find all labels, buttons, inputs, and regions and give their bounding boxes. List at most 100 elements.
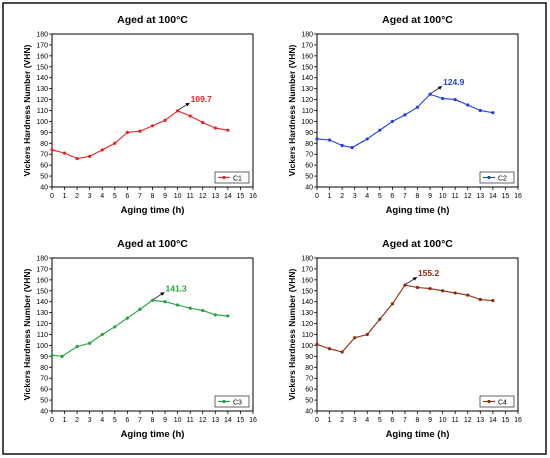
data-point <box>50 353 54 357</box>
y-tick-label: 40 <box>40 409 48 416</box>
x-tick-label: 10 <box>439 193 447 200</box>
data-point <box>365 137 369 141</box>
data-point <box>365 332 369 337</box>
y-tick-label: 60 <box>40 163 48 170</box>
x-tick-label: 8 <box>416 417 420 424</box>
x-tick-label: 12 <box>199 417 207 424</box>
y-tick-label: 110 <box>37 332 48 339</box>
data-point <box>125 316 129 320</box>
y-tick-label: 70 <box>40 152 48 159</box>
y-tick-label: 180 <box>301 256 313 263</box>
data-point <box>163 118 167 122</box>
x-tick-label: 4 <box>100 193 104 200</box>
y-tick-label: 130 <box>36 86 48 93</box>
data-point <box>138 129 142 133</box>
data-point <box>163 300 167 304</box>
chart-1: Aged at 100°C0 1 2 3 4 5 6 7 8 9 10 11 12 13 14 15 16405… <box>22 14 257 216</box>
legend-label: C2 <box>498 175 507 182</box>
y-tick-label: 60 <box>305 163 313 170</box>
x-tick-label: 2 <box>75 193 79 200</box>
x-tick-label: 0 <box>50 193 54 200</box>
y-tick-label: 80 <box>305 365 313 372</box>
data-point <box>378 317 382 321</box>
x-tick-label: 13 <box>211 193 219 200</box>
y-tick-label: 80 <box>40 141 48 148</box>
y-axis-label: Vickers Hardness Number (VHN) <box>287 269 297 401</box>
y-tick-label: 130 <box>301 86 313 93</box>
data-point <box>478 297 482 302</box>
x-tick-label: 16 <box>249 193 257 200</box>
x-tick-label: 8 <box>151 417 155 424</box>
y-tick-label: 150 <box>301 64 313 71</box>
data-point <box>353 336 357 340</box>
data-point <box>415 105 420 109</box>
x-tick-label: 14 <box>489 417 497 424</box>
y-axis-label: Vickers Hardness Number (VHN) <box>22 269 32 401</box>
y-tick-label: 50 <box>305 398 313 405</box>
data-point <box>340 143 344 148</box>
y-tick-label: 140 <box>36 75 48 82</box>
x-axis-label: Aging time (h) <box>386 205 450 216</box>
x-tick-label: 11 <box>452 417 459 424</box>
x-tick-label: 3 <box>88 417 92 424</box>
data-point <box>340 350 344 354</box>
data-point <box>390 302 394 306</box>
data-point <box>138 307 142 311</box>
x-tick-label: 8 <box>416 193 420 200</box>
y-tick-label: 40 <box>305 185 313 192</box>
data-point <box>100 148 104 152</box>
data-point <box>350 146 354 150</box>
x-tick-label: 11 <box>187 417 194 424</box>
y-tick-label: 180 <box>301 32 313 39</box>
y-tick-label: 100 <box>301 119 313 126</box>
data-point <box>378 128 382 132</box>
x-tick-label: 16 <box>514 193 522 200</box>
legend-marker <box>487 399 491 404</box>
data-point <box>75 156 79 161</box>
x-axis-label: Aging time (h) <box>386 429 450 440</box>
x-tick-label: 6 <box>390 193 394 200</box>
x-tick-label: 1 <box>63 193 67 200</box>
annotation-arrowhead <box>412 277 417 281</box>
chart-4: Aged at 100°C0 1 2 3 4 5 6 7 8 9 10 11 12 13 14 15 16405… <box>287 238 522 440</box>
x-tick-label: 11 <box>452 193 459 200</box>
y-tick-label: 50 <box>305 174 313 181</box>
y-tick-label: 50 <box>40 174 48 181</box>
chart-title: Aged at 100°C <box>117 14 188 26</box>
data-point <box>327 347 332 351</box>
data-point <box>213 313 217 317</box>
y-tick-label: 90 <box>305 130 313 137</box>
y-axis-label: Vickers Hardness Number (VHN) <box>22 45 32 177</box>
y-tick-label: 70 <box>305 376 313 383</box>
legend-box <box>479 171 515 184</box>
data-point <box>491 111 495 115</box>
peak-label: 109.7 <box>191 94 213 104</box>
y-tick-label: 180 <box>36 256 48 263</box>
y-tick-label: 100 <box>36 119 48 126</box>
x-tick-label: 5 <box>113 193 117 200</box>
x-tick-label: 2 <box>340 193 344 200</box>
x-tick-label: 6 <box>125 417 129 424</box>
x-tick-label: 13 <box>476 193 484 200</box>
y-tick-label: 120 <box>301 321 313 328</box>
chart-2: Aged at 100°C0 1 2 3 4 5 6 7 8 9 10 11 12 13 14 15 16405… <box>287 14 522 216</box>
y-tick-label: 140 <box>301 75 313 82</box>
x-tick-label: 15 <box>502 193 510 200</box>
x-tick-label: 6 <box>390 417 394 424</box>
x-tick-label: 3 <box>353 193 357 200</box>
x-tick-label: 14 <box>224 417 232 424</box>
y-tick-label: 80 <box>40 365 48 372</box>
x-tick-label: 0 <box>315 193 319 200</box>
y-tick-label: 120 <box>36 97 48 104</box>
y-tick-label: 120 <box>301 97 313 104</box>
x-tick-label: 6 <box>125 193 129 200</box>
y-tick-label: 90 <box>40 130 48 137</box>
y-tick-label: 110 <box>37 108 48 115</box>
data-point <box>75 344 79 349</box>
x-tick-label: 9 <box>428 417 432 424</box>
data-point <box>188 114 192 118</box>
y-tick-label: 100 <box>36 343 48 350</box>
x-tick-label: 8 <box>151 193 155 200</box>
x-tick-label: 4 <box>365 193 369 200</box>
